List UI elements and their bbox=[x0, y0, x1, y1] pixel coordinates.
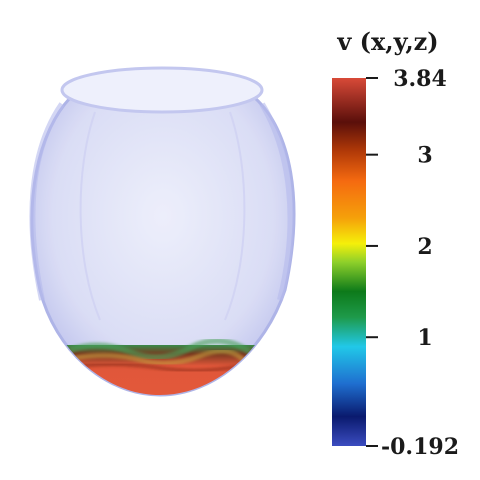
colorbar-tick-label: 3 bbox=[417, 143, 432, 169]
colorbar: v (x,y,z) 3.84 3 2 1 -0.192 bbox=[332, 27, 459, 460]
vessel-inner-contour bbox=[79, 111, 246, 321]
colorbar-gradient bbox=[332, 78, 366, 446]
vessel-rim bbox=[60, 66, 264, 114]
colorbar-tick-label: 1 bbox=[417, 325, 432, 351]
colorbar-title: v (x,y,z) bbox=[336, 27, 438, 56]
vessel bbox=[29, 66, 296, 397]
vessel-side-shade-right bbox=[259, 102, 294, 301]
colorbar-tick-label: 2 bbox=[417, 234, 432, 260]
colorbar-tick-label: 3.84 bbox=[393, 66, 447, 92]
fluid-surface-mixing bbox=[69, 337, 252, 361]
vessel-side-shade-left bbox=[29, 102, 65, 301]
colorbar-ticks: 3.84 3 2 1 -0.192 bbox=[366, 66, 459, 460]
colorbar-tick-label: -0.192 bbox=[381, 434, 459, 460]
